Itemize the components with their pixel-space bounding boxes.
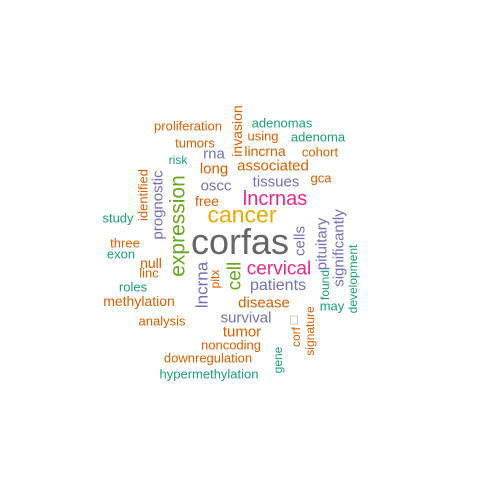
word-expression: expression bbox=[166, 175, 190, 277]
word-significantly: significantly bbox=[330, 209, 348, 287]
word-tumors: tumors bbox=[175, 135, 215, 151]
word-risk: risk bbox=[168, 153, 188, 167]
word-rna: rna bbox=[203, 145, 225, 163]
word-disease: disease bbox=[238, 294, 290, 312]
word-oscc: oscc bbox=[200, 177, 232, 195]
word-proliferation: proliferation bbox=[154, 118, 222, 134]
word-noncoding: noncoding bbox=[201, 337, 261, 353]
word-associated: associated bbox=[237, 157, 309, 175]
word-long: long bbox=[199, 160, 229, 178]
word-study: study bbox=[102, 210, 134, 226]
word-methylation: methylation bbox=[103, 293, 175, 309]
word-development: development bbox=[346, 244, 360, 314]
word-cervical: cervical bbox=[246, 258, 312, 280]
word-free: free bbox=[194, 193, 220, 209]
word-three: three bbox=[110, 235, 140, 251]
glyph-box bbox=[290, 315, 298, 325]
word-cohort: cohort bbox=[301, 144, 339, 160]
word-roles: roles bbox=[118, 279, 148, 295]
word-gene: gene bbox=[271, 346, 285, 374]
word-hypermethylation: hypermethylation bbox=[159, 366, 259, 382]
word-exon: exon bbox=[106, 246, 136, 262]
word-patients: patients bbox=[249, 277, 307, 294]
word-downregulation: downregulation bbox=[163, 350, 253, 366]
word-cancer: cancer bbox=[207, 201, 277, 228]
word-may: may bbox=[319, 298, 345, 314]
word-corfas: corfas bbox=[190, 221, 290, 262]
word-pituitary: pituitary bbox=[313, 217, 331, 271]
word-cell: cell bbox=[224, 261, 246, 291]
word-lincrna: lincrna bbox=[244, 143, 286, 159]
word-adenoma: adenoma bbox=[290, 129, 346, 145]
word-tissues: tissues bbox=[252, 173, 300, 191]
word-signature: signature bbox=[303, 306, 317, 356]
word-lncrnas: lncrnas bbox=[242, 188, 308, 210]
word-analysis: analysis bbox=[138, 313, 186, 329]
word-adenomas: adenomas bbox=[251, 115, 313, 131]
word-linc: linc bbox=[139, 265, 159, 281]
word-using: using bbox=[247, 128, 279, 144]
word-identified: identified bbox=[135, 168, 151, 222]
word-corf: corf bbox=[289, 326, 303, 348]
word-prognostic: prognostic bbox=[149, 170, 167, 240]
word-pitx: pitx bbox=[208, 269, 222, 289]
word-gca: gca bbox=[310, 170, 332, 186]
word-found: found bbox=[318, 269, 332, 301]
word-null: null bbox=[140, 255, 162, 271]
word-survival: survival bbox=[220, 309, 272, 327]
word-cells: cells bbox=[291, 225, 309, 257]
word-tumor: tumor bbox=[222, 323, 262, 341]
word-invasion: invasion bbox=[229, 105, 245, 157]
